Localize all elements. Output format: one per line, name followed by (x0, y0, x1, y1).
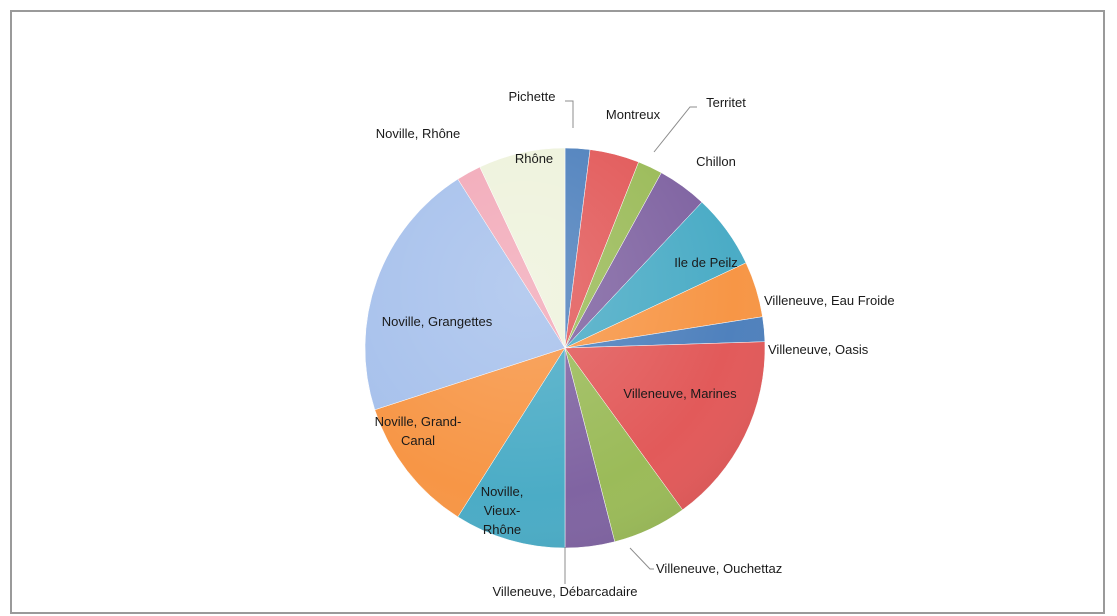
slice-label-noville-grangettes: Noville, Grangettes (382, 314, 493, 329)
slice-label-villeneuve-marines: Villeneuve, Marines (623, 386, 737, 401)
slice-label-rhone: Rhône (515, 151, 553, 166)
slice-label-ile-de-peilz: Ile de Peilz (674, 255, 738, 270)
leader-line-villeneuve-ouchettaz (629, 547, 654, 570)
slice-label-villeneuve-eau-froide: Villeneuve, Eau Froide (764, 293, 895, 308)
slice-label-territet: Territet (706, 95, 746, 110)
slice-label-villeneuve-debarcadaire: Villeneuve, Débarcadaire (492, 584, 637, 599)
slice-label-noville-grand-canal: Noville, Grand-Canal (375, 414, 462, 448)
slice-label-villeneuve-ouchettaz: Villeneuve, Ouchettaz (656, 561, 782, 576)
slice-label-noville-vieux-rhone: Noville, Vieux-Rhône (481, 484, 524, 537)
leader-line-pichette (565, 100, 574, 128)
slice-label-montreux: Montreux (606, 107, 661, 122)
slice-label-chillon: Chillon (696, 154, 736, 169)
slice-label-pichette: Pichette (509, 89, 556, 104)
slice-label-villeneuve-oasis: Villeneuve, Oasis (768, 342, 869, 357)
slice-label-noville-rhone: Noville, Rhône (376, 126, 461, 141)
leader-line-territet (653, 106, 697, 153)
pie-gloss-overlay (365, 148, 765, 548)
